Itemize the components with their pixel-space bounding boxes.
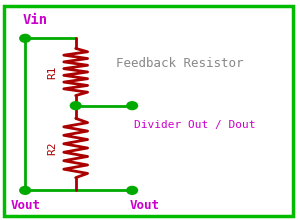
Circle shape: [127, 187, 137, 194]
Text: Vout: Vout: [10, 199, 40, 212]
Circle shape: [70, 102, 81, 110]
Circle shape: [20, 34, 31, 42]
Circle shape: [127, 102, 137, 110]
Text: Feedback Resistor: Feedback Resistor: [116, 57, 244, 70]
Circle shape: [20, 187, 31, 194]
Text: R2: R2: [47, 141, 57, 155]
Text: Divider Out / Dout: Divider Out / Dout: [134, 120, 255, 130]
Text: Vin: Vin: [22, 13, 47, 28]
Text: R1: R1: [47, 65, 57, 79]
Text: Vout: Vout: [129, 199, 159, 212]
